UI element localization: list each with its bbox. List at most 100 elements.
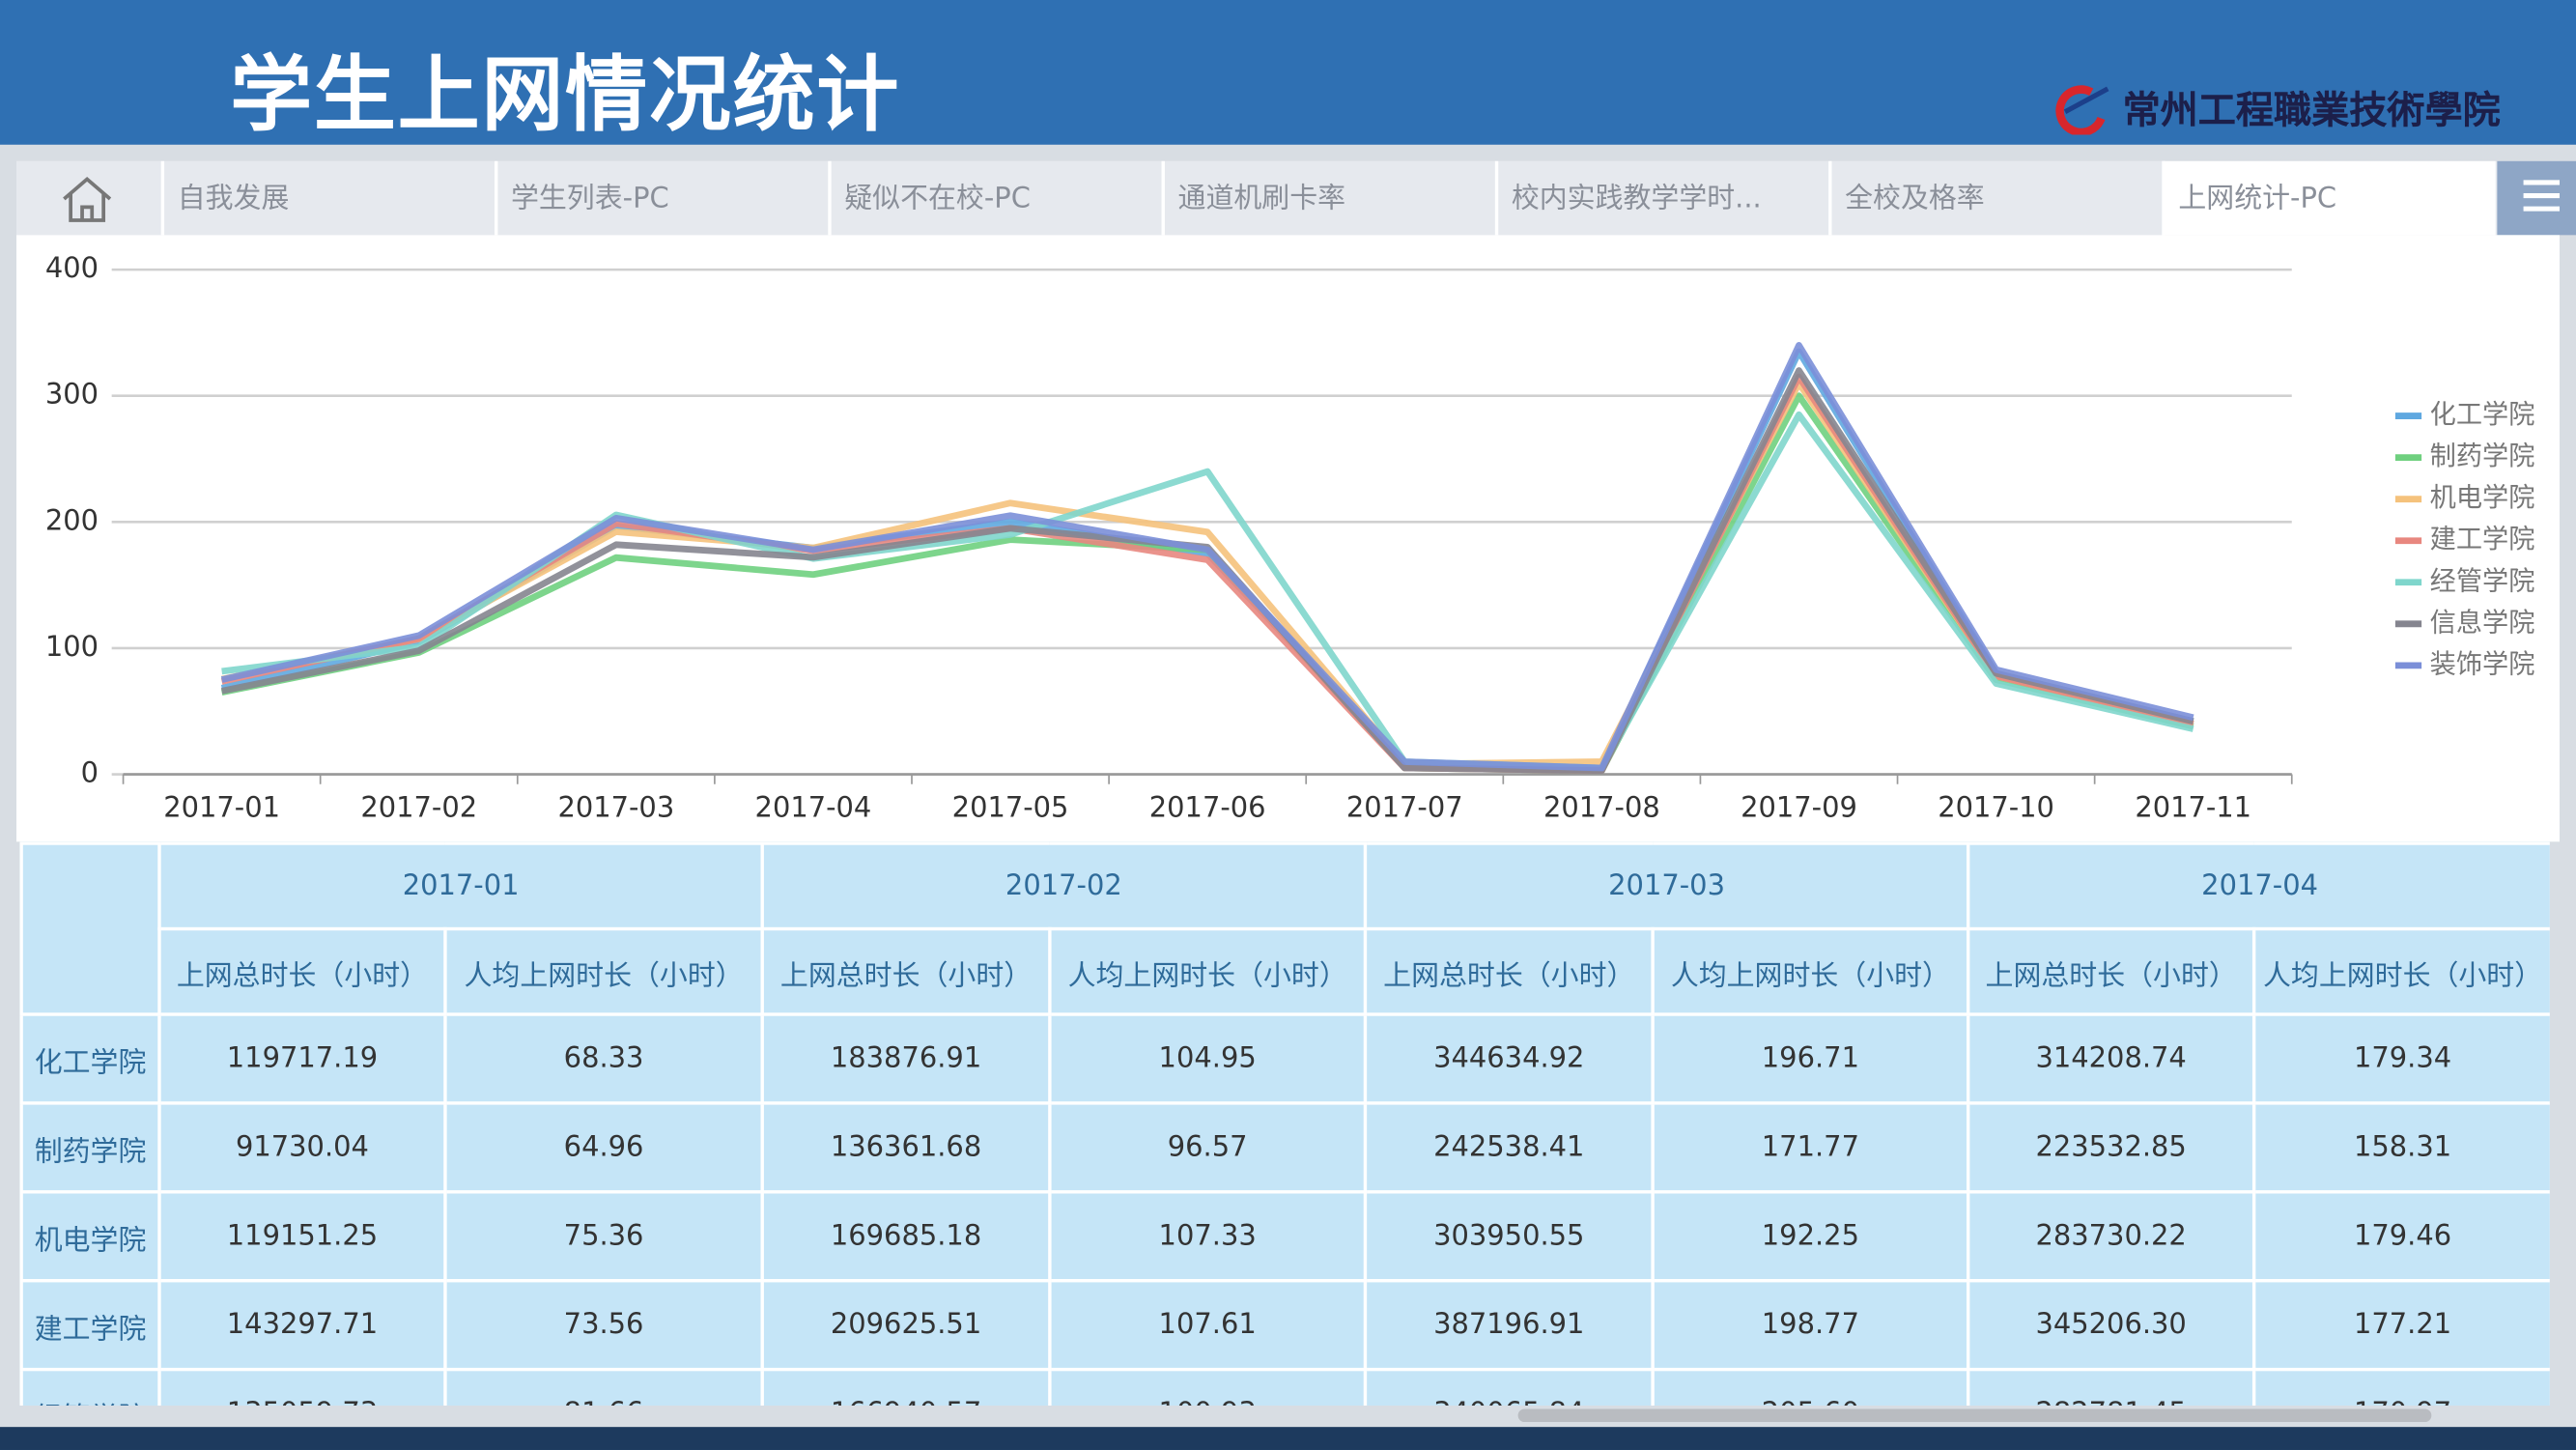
column-header: 上网总时长（小时） <box>1363 926 1655 1016</box>
data-cell: 282781.45 <box>1966 1367 2256 1407</box>
y-tick-label: 0 <box>81 756 99 789</box>
data-cell: 73.56 <box>443 1279 764 1372</box>
column-header: 上网总时长（小时） <box>1966 926 2256 1016</box>
x-tick-label: 2017-06 <box>1149 790 1266 823</box>
x-tick-label: 2017-04 <box>755 790 872 823</box>
data-cell: 107.61 <box>1048 1279 1368 1372</box>
column-header: 人均上网时长（小时） <box>443 926 764 1016</box>
data-cell: 107.33 <box>1048 1190 1368 1283</box>
data-cell: 183876.91 <box>760 1012 1052 1105</box>
data-cell: 170.97 <box>2251 1367 2550 1407</box>
chart: 0 100 200 300 400 2017-01 2017-02 2017-03 2017-0… <box>45 251 2535 823</box>
x-tick-label: 2017-03 <box>557 790 674 823</box>
data-cell: 179.46 <box>2251 1190 2550 1283</box>
data-cell: 344634.92 <box>1363 1012 1655 1105</box>
column-header: 上网总时长（小时） <box>157 926 447 1016</box>
legend-label: 装饰学院 <box>2430 649 2535 679</box>
footer-bar <box>0 1427 2576 1450</box>
x-tick-label: 2017-01 <box>163 790 280 823</box>
data-cell: 196.71 <box>1651 1012 1970 1105</box>
column-header: 人均上网时长（小时） <box>1048 926 1368 1016</box>
data-row: 制药学院 91730.04 64.96 136361.68 96.57 242538.41… <box>19 1101 2550 1194</box>
x-tick-label: 2017-09 <box>1741 790 1857 823</box>
data-cell: 205.60 <box>1651 1367 1970 1407</box>
data-cell: 345206.30 <box>1966 1279 2256 1372</box>
data-cell: 136361.68 <box>760 1101 1052 1194</box>
tab[interactable]: 自我发展 <box>160 160 495 236</box>
legend-label: 机电学院 <box>2430 483 2535 513</box>
x-tick-label: 2017-07 <box>1346 790 1463 823</box>
legend-label: 化工学院 <box>2430 400 2535 430</box>
row-header: 化工学院 <box>19 1012 161 1105</box>
legend-label: 建工学院 <box>2430 525 2535 554</box>
data-cell: 100.93 <box>1048 1367 1368 1407</box>
data-table: 2017-01 2017-02 2017-03 2017-04 上网总时长（小时） 人均上… <box>19 841 2550 1407</box>
data-cell: 64.96 <box>443 1101 764 1194</box>
data-cell: 158.31 <box>2251 1101 2550 1194</box>
scrollbar[interactable] <box>1517 1408 2432 1423</box>
data-cell: 96.57 <box>1048 1101 1368 1194</box>
column-header: 人均上网时长（小时） <box>1651 926 1970 1016</box>
y-tick-label: 300 <box>45 378 99 411</box>
x-tick-label: 2017-10 <box>1938 790 2054 823</box>
logo-text: 常州工程職業技術學院 <box>2122 88 2501 133</box>
tab[interactable]: 上网统计-PC <box>2162 160 2496 236</box>
data-cell: 166940.57 <box>760 1367 1052 1407</box>
corner-cell <box>19 841 161 1016</box>
legend-label: 经管学院 <box>2430 566 2535 596</box>
data-cell: 104.95 <box>1048 1012 1368 1105</box>
data-cell: 171.77 <box>1651 1101 1970 1194</box>
data-row: 经管学院135059.7381.66166940.57100.93340065.… <box>19 1367 2550 1407</box>
data-cell: 223532.85 <box>1966 1101 2256 1194</box>
y-tick-label: 400 <box>45 251 99 284</box>
data-cell: 179.34 <box>2251 1012 2550 1105</box>
data-cell: 135059.73 <box>157 1367 447 1407</box>
tab[interactable]: 校内实践教学学时... <box>1494 160 1829 236</box>
data-cell: 169685.18 <box>760 1190 1052 1283</box>
data-cell: 192.25 <box>1651 1190 1970 1283</box>
x-tick-label: 2017-02 <box>360 790 477 823</box>
header-row: 2017-01 2017-02 2017-03 2017-04 <box>19 841 2550 1016</box>
y-tick-label: 100 <box>45 630 99 663</box>
data-cell: 387196.91 <box>1363 1279 1655 1372</box>
data-row: 机电学院 119151.25 75.36 169685.18 107.33 303950.… <box>19 1190 2550 1283</box>
data-cell: 198.77 <box>1651 1279 1970 1372</box>
data-cell: 68.33 <box>443 1012 764 1105</box>
data-cell: 81.66 <box>443 1367 764 1407</box>
series-line <box>220 367 2194 775</box>
data-cell: 75.36 <box>443 1190 764 1283</box>
header: 学生上网情况统计 常州工程職業技術學院 <box>0 0 2576 145</box>
tab[interactable]: 通道机刷卡率 <box>1161 160 1495 236</box>
legend-label: 制药学院 <box>2430 441 2535 471</box>
data-cell: 91730.04 <box>157 1101 447 1194</box>
column-header: 上网总时长（小时） <box>760 926 1052 1016</box>
data-cell: 119151.25 <box>157 1190 447 1283</box>
menu-button[interactable] <box>2497 160 2576 236</box>
column-header: 人均上网时长（小时） <box>2251 926 2550 1016</box>
row-header: 制药学院 <box>19 1101 161 1194</box>
data-cell: 119717.19 <box>157 1012 447 1105</box>
y-tick-label: 200 <box>45 503 99 536</box>
data-cell: 209625.51 <box>760 1279 1052 1372</box>
tab-bar: 自我发展 学生列表-PC 疑似不在校-PC 通道机刷卡率 校内实践教学学时... 全校及格… <box>16 160 2561 236</box>
series-line <box>220 342 2194 772</box>
chart-panel <box>16 235 2561 842</box>
table-container: 2017-01 2017-02 2017-03 2017-04 上网总时长（小时） 人均上… <box>19 841 2550 1407</box>
x-tick-label: 2017-11 <box>2135 790 2251 823</box>
home-tab[interactable] <box>16 160 161 236</box>
row-header: 机电学院 <box>19 1190 161 1283</box>
x-tick-label: 2017-08 <box>1543 790 1660 823</box>
tab[interactable]: 全校及格率 <box>1828 160 2163 236</box>
x-tick-label: 2017-05 <box>952 790 1069 823</box>
tab[interactable]: 学生列表-PC <box>494 160 829 236</box>
tab[interactable]: 疑似不在校-PC <box>828 160 1162 236</box>
data-cell: 283730.22 <box>1966 1190 2256 1283</box>
data-cell: 314208.74 <box>1966 1012 2256 1105</box>
data-cell: 242538.41 <box>1363 1101 1655 1194</box>
month-header: 2017-02 <box>760 841 1368 931</box>
page-title: 学生上网情况统计 <box>230 47 901 144</box>
series-line <box>221 411 2194 772</box>
month-header: 2017-04 <box>1966 841 2550 931</box>
month-header: 2017-03 <box>1363 841 1970 931</box>
